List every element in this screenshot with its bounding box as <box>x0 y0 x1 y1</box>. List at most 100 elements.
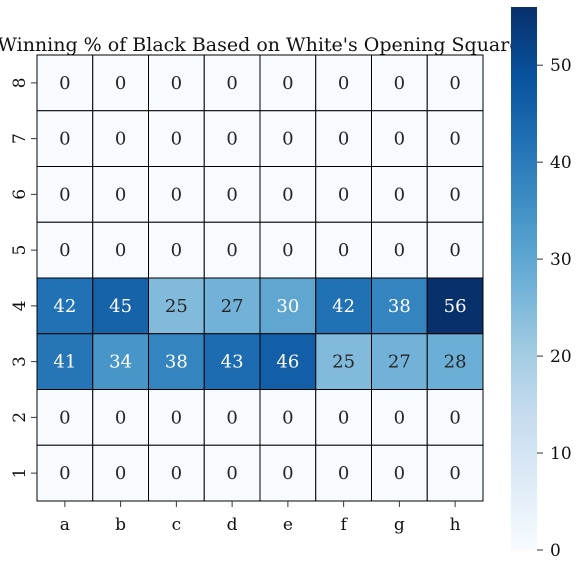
heatmap-cell <box>259 444 317 502</box>
y-tick-label: 7 <box>10 133 30 144</box>
cell-value-label: 0 <box>59 463 70 484</box>
y-tick-label: 5 <box>10 245 30 256</box>
heatmap-cell <box>92 333 149 390</box>
heatmap-cell <box>259 333 317 390</box>
cell-value-label: 0 <box>282 73 293 94</box>
cell-value-labels: 0 0 0 0 0 0 0 0 0 0 0 0 0 0 0 0 0 0 0 0 0 0 0 0 0 0 0 0 0 0 0 0 42 45 25 27… <box>53 73 466 484</box>
cell-value-label: 0 <box>171 73 182 94</box>
cell-value-label: 0 <box>115 129 126 150</box>
x-tick-label: c <box>172 515 182 535</box>
cell-value-label: 0 <box>394 407 405 428</box>
cell-value-label: 0 <box>394 463 405 484</box>
cell-value-label: 27 <box>221 296 244 317</box>
heatmap-cell <box>371 166 428 223</box>
heatmap-cells <box>36 54 484 502</box>
heatmap-cell <box>315 54 372 112</box>
cell-value-label: 0 <box>226 129 237 150</box>
colorbar-ticks: 0 10 20 30 40 50 <box>537 56 572 561</box>
heatmap-cell <box>92 110 149 167</box>
cell-value-label: 0 <box>449 184 460 205</box>
cell-value-label: 0 <box>171 463 182 484</box>
cell-value-label: 0 <box>171 240 182 261</box>
cell-value-label: 41 <box>53 352 76 373</box>
heatmap-cell <box>148 333 205 390</box>
colorbar-tick-label: 0 <box>550 541 561 561</box>
x-tick-label: h <box>450 515 461 535</box>
cell-value-label: 28 <box>444 352 467 373</box>
colorbar-tick-label: 10 <box>550 444 572 464</box>
y-tick-label: 4 <box>10 300 30 311</box>
heatmap-cell <box>315 389 372 446</box>
cell-value-label: 38 <box>388 296 411 317</box>
heatmap-cell <box>259 166 317 223</box>
cell-value-label: 0 <box>449 407 460 428</box>
colorbar-tick-label: 20 <box>550 347 572 367</box>
cell-value-label: 0 <box>115 240 126 261</box>
heatmap-cell <box>315 166 372 223</box>
cell-value-label: 0 <box>59 407 70 428</box>
cell-value-label: 0 <box>394 240 405 261</box>
cell-value-label: 30 <box>276 296 299 317</box>
cell-value-label: 0 <box>115 407 126 428</box>
cell-value-label: 0 <box>59 129 70 150</box>
cell-value-label: 45 <box>109 296 132 317</box>
cell-value-label: 0 <box>338 240 349 261</box>
heatmap-cell <box>315 333 372 390</box>
cell-value-label: 0 <box>282 407 293 428</box>
cell-value-label: 27 <box>388 352 411 373</box>
cell-value-label: 43 <box>221 352 244 373</box>
heatmap-cell <box>203 277 261 335</box>
x-axis-ticks: a b c d e f g h <box>60 501 461 535</box>
y-tick-label: 1 <box>10 468 30 479</box>
heatmap-cell <box>36 389 94 446</box>
heatmap-cell <box>259 221 317 279</box>
cell-value-label: 25 <box>332 352 355 373</box>
cell-value-label: 0 <box>282 240 293 261</box>
cell-value-label: 0 <box>115 184 126 205</box>
cell-value-label: 46 <box>276 352 299 373</box>
heatmap-cell <box>426 277 484 335</box>
y-tick-label: 6 <box>10 189 30 200</box>
colorbar-tick-label: 40 <box>550 153 572 173</box>
cell-value-label: 0 <box>171 129 182 150</box>
cell-value-label: 0 <box>282 184 293 205</box>
heatmap-cell <box>426 389 484 446</box>
heatmap-cell <box>148 221 205 279</box>
cell-value-label: 0 <box>449 73 460 94</box>
heatmap-cell <box>426 54 484 112</box>
cell-value-label: 56 <box>444 296 467 317</box>
heatmap-cell <box>426 333 484 390</box>
heatmap-cell <box>426 166 484 223</box>
x-tick-label: g <box>394 515 405 535</box>
heatmap-cell <box>426 444 484 502</box>
cell-value-label: 0 <box>394 184 405 205</box>
y-tick-label: 2 <box>10 412 30 423</box>
x-tick-label: b <box>115 515 126 535</box>
cell-value-label: 0 <box>394 129 405 150</box>
cell-value-label: 0 <box>226 73 237 94</box>
cell-value-label: 42 <box>53 296 76 317</box>
cell-value-label: 0 <box>338 129 349 150</box>
cell-value-label: 0 <box>338 73 349 94</box>
cell-value-label: 0 <box>59 240 70 261</box>
heatmap-cell <box>371 333 428 390</box>
y-axis-ticks: 8 7 6 5 4 3 2 1 <box>10 77 37 479</box>
cell-value-label: 0 <box>449 129 460 150</box>
y-tick-label: 8 <box>10 77 30 88</box>
heatmap-cell <box>36 221 94 279</box>
heatmap-cell <box>148 444 205 502</box>
cell-value-label: 0 <box>226 463 237 484</box>
heatmap-cell <box>92 166 149 223</box>
heatmap-cell <box>315 110 372 167</box>
colorbar <box>511 7 537 550</box>
cell-value-label: 0 <box>171 407 182 428</box>
cell-value-label: 0 <box>282 129 293 150</box>
heatmap-cell <box>203 221 261 279</box>
cell-value-label: 0 <box>449 240 460 261</box>
y-tick-label: 3 <box>10 356 30 367</box>
heatmap-cell <box>92 54 149 112</box>
colorbar-tick-label: 50 <box>550 56 572 76</box>
heatmap-cell <box>203 166 261 223</box>
heatmap-cell <box>148 166 205 223</box>
